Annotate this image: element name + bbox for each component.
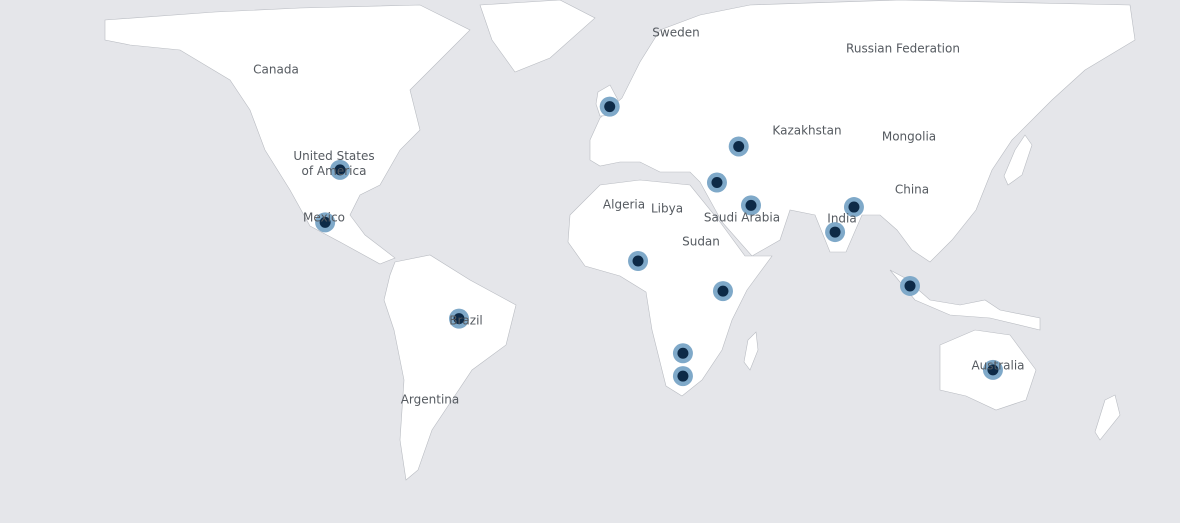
map-marker[interactable] <box>825 222 846 243</box>
marker-dot <box>717 285 729 297</box>
marker-dot <box>733 140 745 152</box>
japan[interactable] <box>1003 134 1033 186</box>
new-zealand[interactable] <box>1094 394 1121 441</box>
map-marker[interactable] <box>728 136 749 157</box>
indonesia[interactable] <box>889 269 1041 331</box>
north-america[interactable] <box>104 4 471 265</box>
marker-dot <box>334 164 346 176</box>
map-marker[interactable] <box>706 172 727 193</box>
marker-dot <box>745 199 757 211</box>
south-america[interactable] <box>383 254 517 481</box>
map-marker[interactable] <box>712 281 733 302</box>
map-marker[interactable] <box>740 195 761 216</box>
map-marker[interactable] <box>448 308 469 329</box>
markers-layer <box>315 96 1003 387</box>
marker-dot <box>904 280 916 292</box>
map-marker[interactable] <box>672 343 693 364</box>
eurasia[interactable] <box>589 0 1136 263</box>
marker-dot <box>319 216 331 228</box>
map-marker[interactable] <box>672 366 693 387</box>
marker-dot <box>677 370 689 382</box>
marker-dot <box>848 201 860 213</box>
map-marker[interactable] <box>843 197 864 218</box>
africa[interactable] <box>567 179 773 397</box>
marker-dot <box>632 255 644 267</box>
madagascar[interactable] <box>743 331 759 371</box>
marker-dot <box>711 177 723 189</box>
map-marker[interactable] <box>900 275 921 296</box>
greenland[interactable] <box>479 0 596 73</box>
map-marker[interactable] <box>599 96 620 117</box>
map-marker[interactable] <box>330 159 351 180</box>
marker-dot <box>829 226 841 238</box>
map-marker[interactable] <box>628 251 649 272</box>
map-marker[interactable] <box>982 359 1003 380</box>
marker-dot <box>604 101 616 113</box>
marker-dot <box>987 364 999 376</box>
land-masses <box>104 0 1136 481</box>
map-marker[interactable] <box>315 212 336 233</box>
marker-dot <box>453 313 465 325</box>
marker-dot <box>677 347 689 359</box>
